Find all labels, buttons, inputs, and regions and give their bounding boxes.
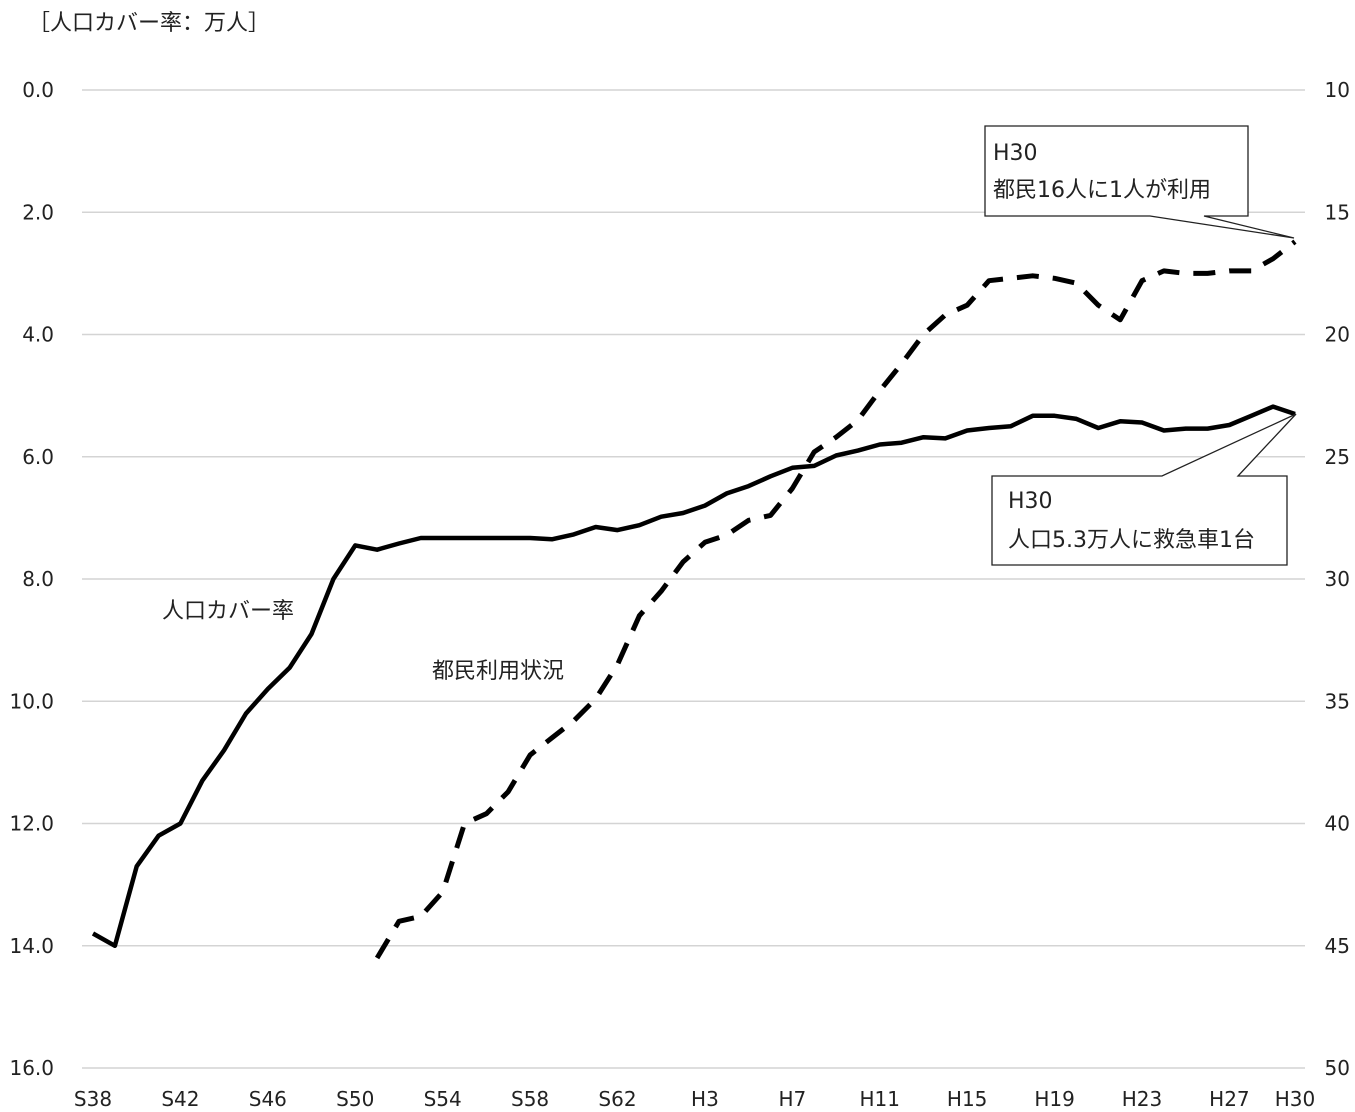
right-tick-label: 35 — [1325, 689, 1350, 713]
series-label-population-coverage: 人口カバー率 — [162, 599, 294, 624]
x-tick-label: H23 — [1122, 1087, 1163, 1111]
x-tick-label: H27 — [1209, 1087, 1250, 1111]
x-tick-label: S46 — [249, 1087, 287, 1111]
left-tick-label: 12.0 — [9, 812, 54, 836]
callout-population-coverage-text: 人口5.3万人に救急車1台 — [1008, 528, 1255, 553]
x-tick-label: S38 — [74, 1087, 112, 1111]
x-tick-label: H11 — [860, 1087, 901, 1111]
left-tick-label: 4.0 — [22, 323, 54, 347]
x-tick-label: S62 — [598, 1087, 636, 1111]
series-layer — [91, 239, 1297, 960]
x-tick-label: H19 — [1034, 1087, 1075, 1111]
callout-population-coverage-year: H30 — [1008, 489, 1053, 514]
series-line-citizen-usage — [374, 239, 1297, 960]
left-tick-label: 0.0 — [22, 78, 54, 102]
x-axis-ticks: S38 S42 S46 S50 S54 S58 S62 H3 H7 H11 H15 H19 H23 H27… — [74, 1087, 1315, 1111]
x-tick-label: H15 — [947, 1087, 988, 1111]
series-label-citizen-usage: 都民利用状況 — [432, 659, 564, 684]
right-axis-ticks: 10 15 20 25 30 35 40 45 50 — [1325, 78, 1350, 1080]
left-tick-label: 6.0 — [22, 445, 54, 469]
right-tick-label: 40 — [1325, 812, 1350, 836]
right-tick-label: 30 — [1325, 567, 1350, 591]
x-tick-label: S42 — [161, 1087, 199, 1111]
right-tick-label: 20 — [1325, 323, 1350, 347]
x-tick-label: H3 — [691, 1087, 719, 1111]
left-tick-label: 14.0 — [9, 934, 54, 958]
right-tick-label: 10 — [1325, 78, 1350, 102]
callout-citizen-usage-text: 都民16人に1人が利用 — [993, 178, 1211, 203]
callout-citizen-usage: H30 都民16人に1人が利用 — [984, 125, 1295, 239]
right-tick-label: 15 — [1325, 200, 1350, 224]
x-tick-label: S50 — [336, 1087, 374, 1111]
left-tick-label: 10.0 — [9, 689, 54, 713]
left-axis-ticks: 0.0 2.0 4.0 6.0 8.0 10.0 12.0 14.0 16.0 — [9, 78, 54, 1080]
x-tick-label: S54 — [424, 1087, 462, 1111]
axis-unit-label: ［人口カバー率：万人］ — [28, 11, 270, 36]
right-tick-label: 50 — [1325, 1056, 1350, 1080]
callout-citizen-usage-box — [984, 125, 1295, 239]
callout-population-coverage: H30 人口5.3万人に救急車1台 — [991, 413, 1297, 566]
callout-population-coverage-box — [991, 413, 1297, 566]
gridlines — [82, 89, 1305, 1069]
left-tick-label: 8.0 — [22, 567, 54, 591]
x-tick-label: H30 — [1275, 1087, 1316, 1111]
right-tick-label: 45 — [1325, 934, 1350, 958]
callout-citizen-usage-year: H30 — [993, 141, 1038, 166]
series-line-population-coverage — [91, 404, 1296, 949]
x-tick-label: S58 — [511, 1087, 549, 1111]
x-tick-label: H7 — [778, 1087, 806, 1111]
right-tick-label: 25 — [1325, 445, 1350, 469]
left-tick-label: 2.0 — [22, 200, 54, 224]
left-tick-label: 16.0 — [9, 1056, 54, 1080]
